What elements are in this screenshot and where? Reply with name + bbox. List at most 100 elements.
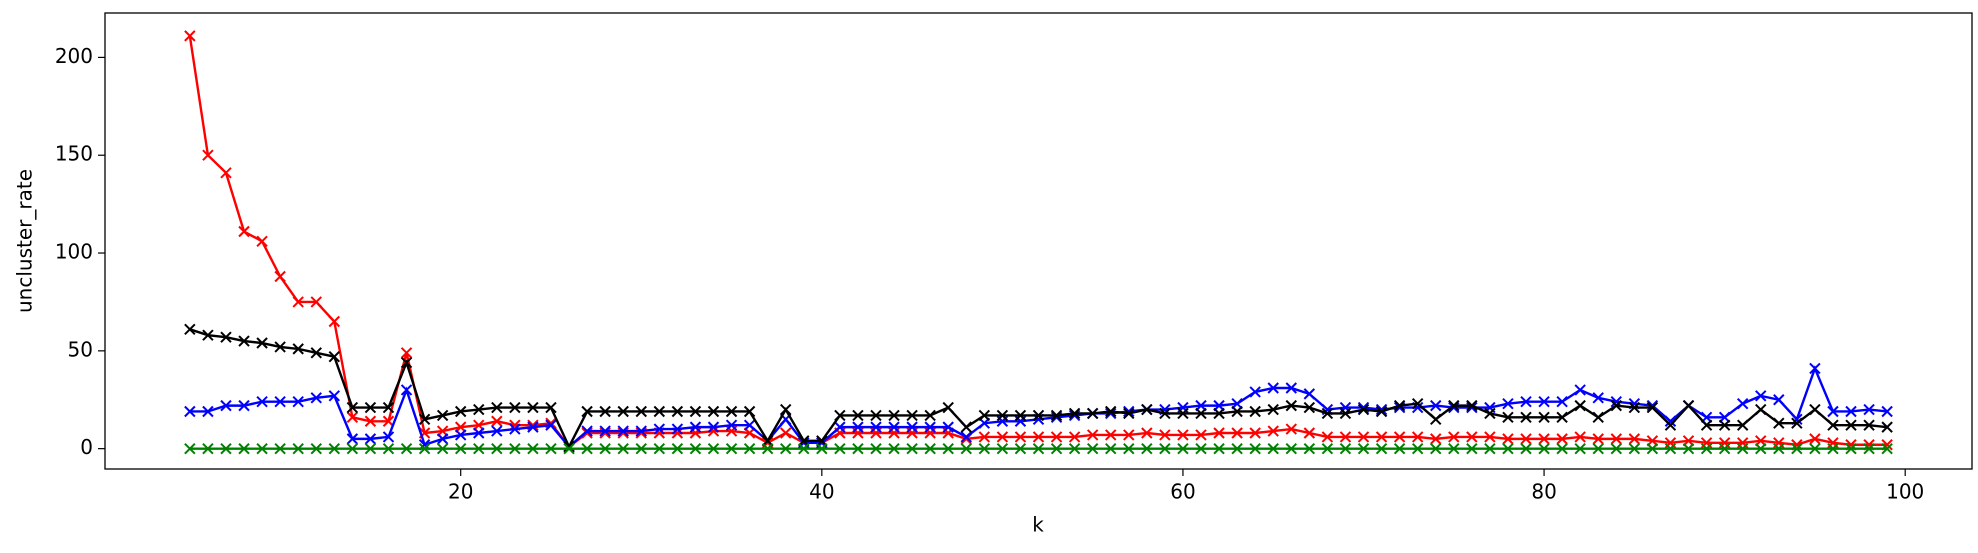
point-marker (1249, 442, 1261, 455)
point-marker (599, 425, 611, 437)
point-marker (1628, 401, 1641, 414)
marker-stroke (400, 384, 413, 396)
point-marker (1520, 433, 1532, 445)
marker-stroke (870, 409, 882, 422)
marker-stroke (1592, 411, 1604, 424)
point-marker (1718, 419, 1731, 431)
marker-stroke (328, 442, 341, 455)
marker-stroke (545, 419, 557, 431)
point-marker (1303, 388, 1316, 400)
point-marker (653, 423, 666, 435)
point-marker (364, 401, 377, 414)
marker-stroke (1032, 409, 1045, 422)
marker-stroke (1502, 433, 1514, 445)
marker-stroke (1610, 399, 1623, 412)
point-marker (725, 442, 738, 455)
point-marker (527, 401, 539, 414)
point-marker (888, 442, 900, 455)
point-marker (1285, 399, 1297, 412)
point-marker (1664, 415, 1677, 427)
point-marker (382, 442, 395, 455)
marker-stroke (1393, 442, 1406, 455)
marker-stroke (184, 323, 196, 336)
marker-stroke (1159, 429, 1171, 441)
marker-stroke (780, 427, 792, 439)
point-marker (1845, 442, 1857, 455)
marker-stroke (888, 409, 900, 422)
point-marker (924, 409, 936, 422)
marker-stroke (1484, 407, 1496, 420)
point-marker (184, 405, 196, 418)
point-marker (581, 425, 593, 437)
marker-stroke (1791, 442, 1803, 455)
marker-stroke (1050, 442, 1063, 455)
point-marker (1448, 401, 1460, 414)
marker-stroke (382, 442, 395, 455)
point-marker (1610, 399, 1623, 412)
point-marker (1068, 409, 1081, 422)
point-marker (1249, 427, 1261, 439)
point-marker (328, 351, 341, 363)
marker-stroke (1086, 442, 1099, 455)
marker-stroke (1881, 442, 1893, 455)
marker-stroke (942, 401, 954, 414)
marker-stroke (798, 442, 810, 455)
marker-stroke (1863, 419, 1875, 431)
point-marker (292, 296, 304, 308)
point-marker (1646, 442, 1659, 455)
point-marker (1032, 431, 1045, 443)
point-marker (1357, 442, 1370, 455)
point-marker (1195, 429, 1207, 441)
point-marker (364, 433, 377, 445)
marker-stroke (1430, 413, 1442, 426)
marker-stroke (1466, 442, 1478, 455)
marker-stroke (1339, 442, 1352, 455)
point-marker (310, 442, 322, 455)
marker-stroke (780, 442, 792, 455)
marker-stroke (707, 405, 720, 418)
marker-stroke (581, 427, 593, 439)
marker-stroke (1610, 433, 1623, 445)
point-marker (852, 409, 864, 422)
point-marker (509, 442, 521, 455)
point-marker (382, 415, 395, 427)
point-marker (1484, 407, 1496, 420)
point-marker (906, 421, 918, 433)
marker-stroke (346, 433, 359, 445)
marker-stroke (1195, 407, 1207, 420)
marker-stroke (491, 425, 503, 437)
point-marker (1700, 419, 1713, 431)
point-marker (310, 347, 322, 359)
marker-stroke (581, 442, 593, 455)
marker-stroke (400, 442, 413, 455)
point-marker (184, 30, 196, 42)
marker-stroke (996, 409, 1009, 422)
marker-stroke (924, 409, 936, 422)
point-marker (202, 329, 214, 341)
point-marker (1664, 419, 1677, 431)
marker-stroke (1123, 442, 1135, 455)
point-marker (1105, 429, 1117, 441)
marker-stroke (220, 331, 232, 343)
marker-stroke (1068, 442, 1081, 455)
point-marker (256, 395, 268, 408)
marker-stroke (1700, 442, 1713, 455)
marker-stroke (1375, 442, 1388, 455)
marker-stroke (1105, 407, 1117, 420)
marker-stroke (1520, 442, 1532, 455)
point-marker (418, 413, 431, 426)
point-marker (1556, 411, 1568, 424)
y-tick-label: 150 (55, 142, 93, 166)
marker-stroke (1755, 403, 1767, 416)
point-marker (436, 409, 449, 422)
point-marker (545, 401, 557, 414)
marker-stroke (1249, 442, 1261, 455)
marker-stroke (310, 442, 322, 455)
marker-stroke (1285, 423, 1297, 435)
marker-stroke (238, 225, 250, 238)
point-marker (238, 399, 250, 412)
marker-stroke (1411, 401, 1424, 414)
point-marker (1592, 433, 1604, 445)
marker-stroke (1574, 384, 1586, 396)
point-marker (1736, 442, 1749, 455)
